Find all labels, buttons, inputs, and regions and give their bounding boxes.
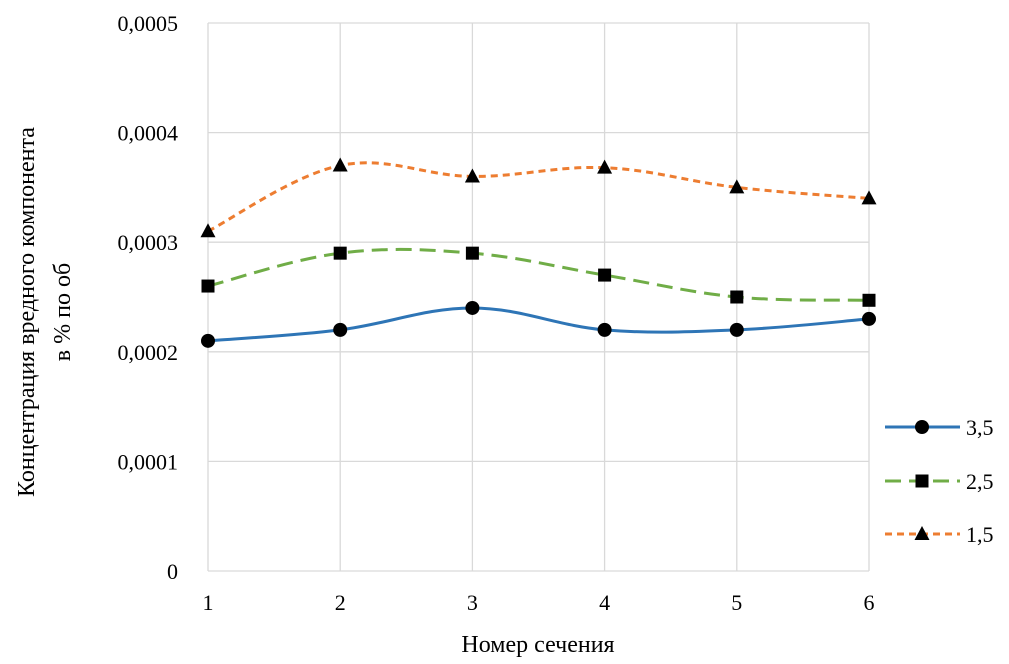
series-line [207, 161, 870, 233]
series-layer [200, 157, 877, 348]
y-tick-label: 0,0003 [118, 230, 179, 255]
x-tick-label: 4 [599, 590, 610, 615]
legend-label: 2,5 [966, 469, 994, 494]
data-point-marker [464, 168, 480, 183]
data-point-marker [333, 322, 348, 337]
x-axis-tick-labels: 1 2 3 4 5 6 [203, 590, 875, 615]
series-line [207, 306, 870, 343]
x-axis-title: Номер сечения [461, 632, 614, 658]
x-tick-label: 5 [731, 590, 742, 615]
legend-item-1: 2,5 [885, 469, 994, 494]
data-point-marker [861, 190, 877, 205]
legend-swatch-marker [914, 526, 930, 540]
legend-item-2: 1,5 [885, 522, 994, 547]
legend-item-0: 3,5 [885, 415, 994, 440]
y-tick-label: 0,0001 [118, 449, 179, 474]
legend-swatch-marker [915, 474, 929, 488]
series-2 [200, 157, 877, 238]
x-tick-label: 2 [335, 590, 346, 615]
y-axis-tick-labels: 0 0,0001 0,0002 0,0003 0,0004 0,0005 [118, 11, 179, 584]
data-point-marker [862, 293, 876, 307]
y-tick-label: 0,0004 [118, 121, 179, 146]
y-axis-title-line-1: Концентрация вредного компонента [14, 127, 40, 497]
y-axis-title-line-2: в % по об [50, 263, 76, 361]
data-point-marker [597, 322, 612, 337]
legend-label: 1,5 [966, 522, 994, 547]
legend-label: 3,5 [966, 415, 994, 440]
data-point-marker [200, 223, 216, 238]
data-point-marker [862, 311, 876, 326]
y-axis-title: Концентрация вредного компонента в % по … [14, 127, 76, 497]
x-tick-label: 1 [203, 590, 214, 615]
x-tick-label: 6 [864, 590, 875, 615]
y-tick-label: 0 [167, 559, 178, 584]
data-point-marker [598, 268, 612, 282]
series-1 [201, 246, 876, 307]
data-point-marker [597, 159, 613, 174]
data-point-marker [465, 300, 480, 315]
legend: 3,5 2,5 1,5 [885, 415, 994, 547]
series-0 [201, 300, 876, 348]
data-point-marker [730, 290, 744, 304]
series-line [207, 247, 870, 302]
legend-swatch-marker [915, 420, 929, 434]
grid-lines [207, 22, 870, 572]
y-tick-label: 0,0005 [118, 11, 179, 36]
data-point-marker [729, 322, 744, 337]
data-point-marker [332, 157, 348, 172]
data-point-marker [729, 179, 745, 194]
data-point-marker [333, 246, 347, 260]
data-point-marker [465, 246, 479, 260]
x-tick-label: 3 [467, 590, 478, 615]
data-point-marker [201, 333, 215, 348]
y-tick-label: 0,0002 [118, 340, 179, 365]
data-point-marker [201, 279, 215, 293]
